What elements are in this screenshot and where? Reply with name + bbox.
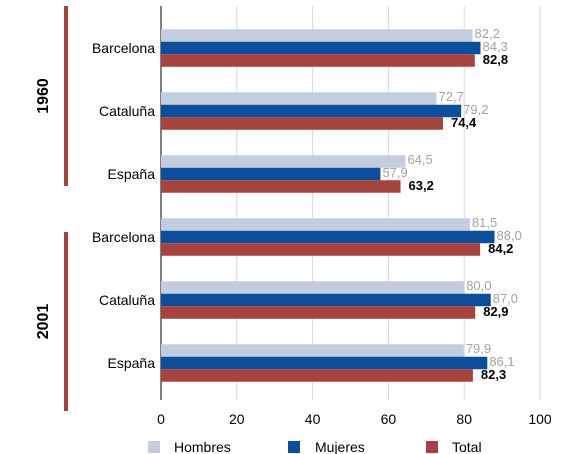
bar-total (161, 117, 443, 130)
x-axis: 0 20 40 60 80 100 (157, 411, 552, 427)
bar-mujeres (161, 41, 481, 55)
bar-hombres (161, 92, 437, 105)
bar-total (161, 243, 481, 256)
data-label: 72,7 (439, 89, 464, 104)
legend-swatch-total (426, 441, 438, 453)
bar-mujeres (161, 356, 488, 370)
data-label: 86,1 (489, 354, 514, 369)
bar-mujeres (161, 104, 462, 118)
data-label: 88,0 (497, 228, 522, 243)
data-label: 64,5 (407, 152, 432, 167)
legend-label: Mujeres (315, 439, 365, 454)
legend-label: Hombres (174, 439, 231, 454)
data-label: 81,5 (472, 215, 497, 230)
bar-hombres (161, 155, 406, 168)
category-label: Cataluña (99, 103, 155, 119)
data-label: 82,8 (483, 52, 508, 67)
data-label: 82,9 (483, 304, 508, 319)
data-label: 63,2 (409, 178, 434, 193)
grid-lines (160, 6, 541, 400)
bar-hombres (161, 218, 470, 231)
data-label: 87,0 (493, 291, 518, 306)
data-label: 82,3 (481, 367, 506, 382)
legend-swatch-mujeres (288, 441, 300, 453)
category-labels: Barcelona Cataluña España Barcelona Cataluña… (92, 40, 155, 371)
legend-label: Total (452, 439, 482, 454)
legend: Hombres Mujeres Total (148, 439, 482, 454)
data-label: 57,9 (382, 165, 407, 180)
category-label: Cataluña (99, 292, 155, 308)
data-label: 84,3 (482, 39, 507, 54)
x-tick-label: 60 (381, 411, 397, 427)
bar-mujeres (161, 167, 381, 181)
x-tick-label: 40 (305, 411, 321, 427)
bar-total (161, 306, 476, 319)
value-labels: 82,284,382,8 72,779,274,4 64,557,963,2 81,5… (382, 26, 521, 382)
data-label: 79,2 (463, 102, 488, 117)
x-tick-label: 20 (229, 411, 245, 427)
data-label: 74,4 (451, 115, 477, 130)
group-label: 1960 (35, 78, 52, 114)
category-label: España (108, 355, 156, 371)
category-label: España (108, 166, 156, 182)
category-label: Barcelona (92, 229, 155, 245)
group-labels: 1960 2001 (35, 6, 68, 411)
bar-total (161, 369, 473, 382)
legend-swatch-hombres (148, 441, 160, 453)
group-label: 2001 (35, 304, 52, 340)
bar-hombres (161, 281, 465, 294)
group-bracket (64, 232, 68, 411)
data-label: 79,9 (466, 341, 491, 356)
x-tick-label: 80 (456, 411, 472, 427)
bar-hombres (161, 29, 473, 42)
category-label: Barcelona (92, 40, 155, 56)
data-label: 80,0 (466, 278, 491, 293)
bar-total (161, 180, 401, 193)
bar-hombres (161, 344, 464, 357)
bar-mujeres (161, 293, 491, 307)
bars (161, 29, 495, 382)
group-bracket (64, 6, 68, 186)
data-label: 84,2 (488, 241, 513, 256)
x-tick-label: 0 (157, 411, 165, 427)
x-tick-label: 100 (528, 411, 552, 427)
bar-mujeres (161, 230, 495, 244)
bar-total (161, 54, 475, 67)
data-label: 82,2 (475, 26, 500, 41)
